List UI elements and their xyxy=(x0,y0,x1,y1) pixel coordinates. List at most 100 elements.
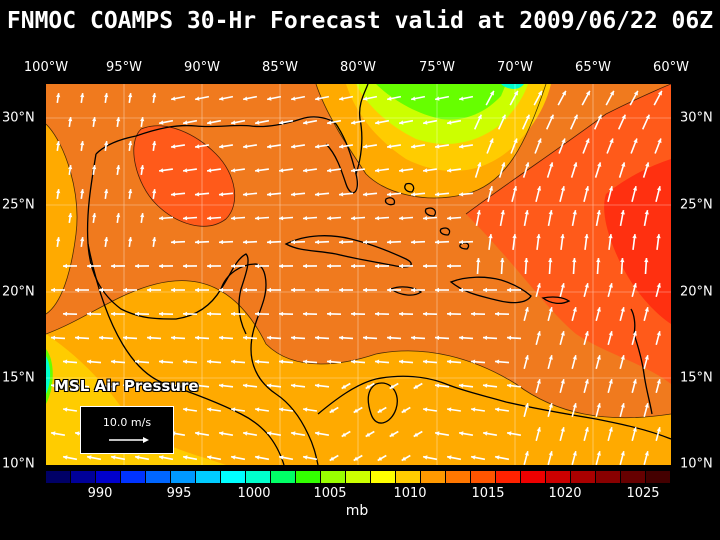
wind-vector-head xyxy=(401,456,407,461)
wind-vector-head xyxy=(135,359,140,364)
wind-vector-head xyxy=(501,114,506,120)
wind-vector-head xyxy=(152,141,157,146)
wind-vector-head xyxy=(219,192,224,197)
wind-vector-head xyxy=(548,307,553,312)
wind-vector-head xyxy=(423,311,428,317)
wind-vector-head xyxy=(621,162,626,167)
wind-vector-head xyxy=(183,455,188,460)
wind-vector-head xyxy=(51,431,56,436)
wind-vector-head xyxy=(111,359,116,364)
wind-vector-head xyxy=(507,383,512,388)
wind-vector-head xyxy=(231,168,236,173)
colorbar-segment xyxy=(46,471,71,483)
wind-vector-head xyxy=(339,335,344,340)
wind-vector-head xyxy=(279,263,283,269)
wind-vector-head xyxy=(500,258,505,263)
wind-vector-head xyxy=(644,451,649,456)
wind-vector-head xyxy=(111,455,116,460)
wind-vector-head xyxy=(536,186,542,191)
wind-vector-head xyxy=(291,287,295,293)
wind-vector-head xyxy=(560,331,565,336)
colorbar-segment xyxy=(321,471,346,483)
wind-vector-head xyxy=(255,359,260,364)
wind-vector-head xyxy=(488,234,493,239)
wind-vector-head xyxy=(423,168,428,173)
wind-vector-head xyxy=(207,359,212,364)
wind-vector-head xyxy=(489,90,494,96)
wind-vector-head xyxy=(255,120,260,125)
wind-vector-head xyxy=(375,168,380,173)
wind-vector-head xyxy=(608,379,613,384)
wind-vector-head xyxy=(219,431,224,436)
wind-vector-head xyxy=(231,120,236,125)
wind-vector-head xyxy=(524,355,529,360)
wind-vector-head xyxy=(353,408,359,413)
wind-vector-head xyxy=(399,120,404,125)
graticule xyxy=(46,84,671,465)
colorbar-segment xyxy=(596,471,621,483)
wind-vector-head xyxy=(620,403,625,408)
wind-vector-head xyxy=(183,263,187,269)
wind-vector-head xyxy=(63,263,67,269)
wind-vector-head xyxy=(596,451,601,456)
wind-vector-head xyxy=(495,311,500,317)
wind-vector-head xyxy=(389,432,395,437)
wind-vector-head xyxy=(536,331,541,336)
lat-label-right: 20°N xyxy=(680,284,713,300)
wind-vector-head xyxy=(315,287,319,293)
wind-vector-head xyxy=(339,239,344,245)
wind-vector-head xyxy=(423,263,427,269)
field-1004-north xyxy=(376,84,506,120)
wind-vector-head xyxy=(87,263,91,269)
wind-vector-head xyxy=(423,455,428,460)
wind-vector-head xyxy=(116,165,121,170)
wind-vector-head xyxy=(656,234,661,239)
wind-vector-head xyxy=(585,90,590,96)
wind-vector-head xyxy=(447,311,452,317)
wind-vector-head xyxy=(231,455,236,460)
wind-vector-head xyxy=(207,455,212,460)
wind-vector-head xyxy=(171,335,176,340)
lat-label-right: 15°N xyxy=(680,370,713,386)
wind-vector-head xyxy=(267,335,272,340)
wind-vector-head xyxy=(327,263,331,269)
wind-vector-head xyxy=(548,403,553,408)
wind-vector-head xyxy=(219,287,223,293)
colorbar-segment xyxy=(246,471,271,483)
wind-vector-head xyxy=(411,96,416,101)
wind-vector-head xyxy=(231,216,236,221)
wind-vector-head xyxy=(632,186,638,191)
wind-vector-head xyxy=(584,186,590,191)
wind-vector-head xyxy=(159,311,164,317)
wind-vector-head xyxy=(219,335,224,340)
wind-vector-head xyxy=(339,192,344,197)
wind-vector-head xyxy=(111,311,116,317)
wind-vector-head xyxy=(56,189,61,194)
wind-vector-head xyxy=(243,144,248,149)
wind-vector-head xyxy=(471,311,476,317)
wind-vector-head xyxy=(243,287,247,293)
wind-vector-head xyxy=(513,138,518,144)
wind-vector-head xyxy=(291,144,296,149)
wind-vector-head xyxy=(279,311,284,317)
wind-vector-head xyxy=(123,335,128,340)
pressure-field xyxy=(46,84,671,465)
wind-vector-head xyxy=(387,239,392,245)
wind-vector-head xyxy=(399,168,404,173)
wind-vector-head xyxy=(279,455,284,460)
wind-vector-head xyxy=(597,114,602,120)
wind-vector-head xyxy=(267,287,271,293)
wind-vector-head xyxy=(572,210,577,215)
wind-vector-head xyxy=(657,138,662,144)
wind-vector-head xyxy=(279,359,284,364)
wind-vector-head xyxy=(267,192,272,197)
lon-label: 75°W xyxy=(419,60,455,75)
wind-vector-head xyxy=(537,138,542,144)
wind-vector-head xyxy=(573,114,578,120)
wind-vector-head xyxy=(152,93,157,98)
lon-label: 100°W xyxy=(23,60,69,75)
wind-vector-head xyxy=(608,331,613,336)
wind-vector-head xyxy=(435,144,440,149)
wind-vector-head xyxy=(608,234,613,239)
wind-vector-head xyxy=(171,96,176,101)
